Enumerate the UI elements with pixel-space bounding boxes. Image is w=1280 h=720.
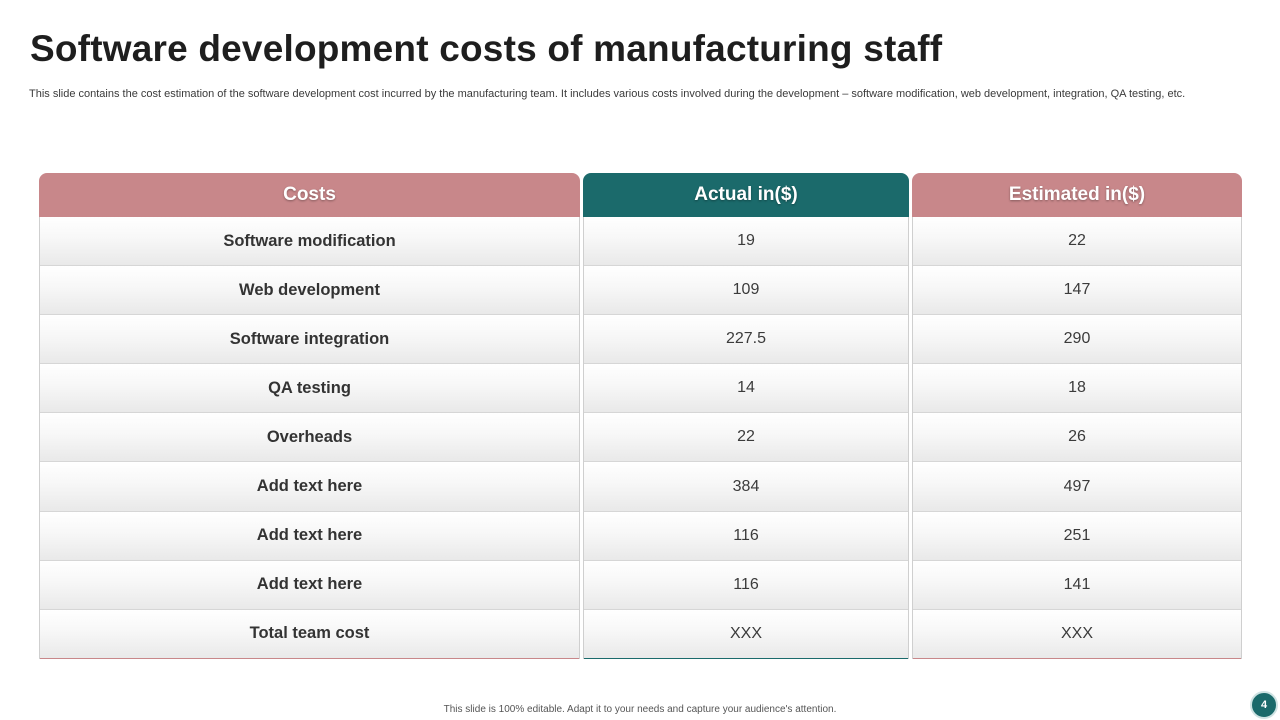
slide-subtitle: This slide contains the cost estimation …: [29, 88, 1186, 100]
table-row-estimated: 251: [913, 511, 1241, 561]
table-row-estimated: 18: [913, 364, 1241, 414]
page-number-badge: 4: [1250, 691, 1278, 719]
table-row-actual: 116: [584, 511, 908, 561]
table-row-actual: 22: [584, 413, 908, 463]
costs-column: Costs Software modification Web developm…: [39, 173, 580, 659]
table-row-cost: Total team cost: [40, 609, 579, 659]
table-row-cost: Software integration: [40, 315, 579, 365]
table-row-actual: 19: [584, 217, 908, 267]
table-row-cost: Add text here: [40, 560, 579, 610]
table-row-cost: QA testing: [40, 364, 579, 414]
table-row-estimated: 290: [913, 315, 1241, 365]
estimated-column: Estimated in($) 22 147 290 18 26 497 251…: [912, 173, 1242, 659]
table-row-actual: 384: [584, 462, 908, 512]
table-row-actual: 14: [584, 364, 908, 414]
footer-note: This slide is 100% editable. Adapt it to…: [443, 704, 837, 715]
table-row-cost: Software modification: [40, 217, 579, 267]
table-row-actual: 116: [584, 560, 908, 610]
costs-header: Costs: [39, 173, 580, 217]
slide-title: Software development costs of manufactur…: [30, 28, 943, 69]
table-row-estimated: 22: [913, 217, 1241, 267]
table-row-cost: Web development: [40, 266, 579, 316]
table-row-estimated: 147: [913, 266, 1241, 316]
table-row-estimated: XXX: [913, 609, 1241, 659]
estimated-header: Estimated in($): [912, 173, 1242, 217]
table-row-actual: 109: [584, 266, 908, 316]
table-row-estimated: 141: [913, 560, 1241, 610]
table-row-estimated: 26: [913, 413, 1241, 463]
table-row-cost: Overheads: [40, 413, 579, 463]
table-row-cost: Add text here: [40, 511, 579, 561]
table-row-actual: 227.5: [584, 315, 908, 365]
table-row-estimated: 497: [913, 462, 1241, 512]
table-row-actual: XXX: [584, 609, 908, 659]
table-row-cost: Add text here: [40, 462, 579, 512]
actual-column: Actual in($) 19 109 227.5 14 22 384 116 …: [583, 173, 909, 659]
actual-header: Actual in($): [583, 173, 909, 217]
